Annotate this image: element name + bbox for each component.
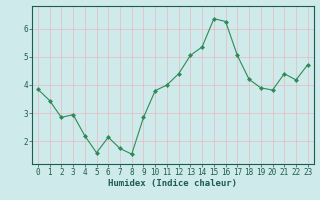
X-axis label: Humidex (Indice chaleur): Humidex (Indice chaleur) (108, 179, 237, 188)
